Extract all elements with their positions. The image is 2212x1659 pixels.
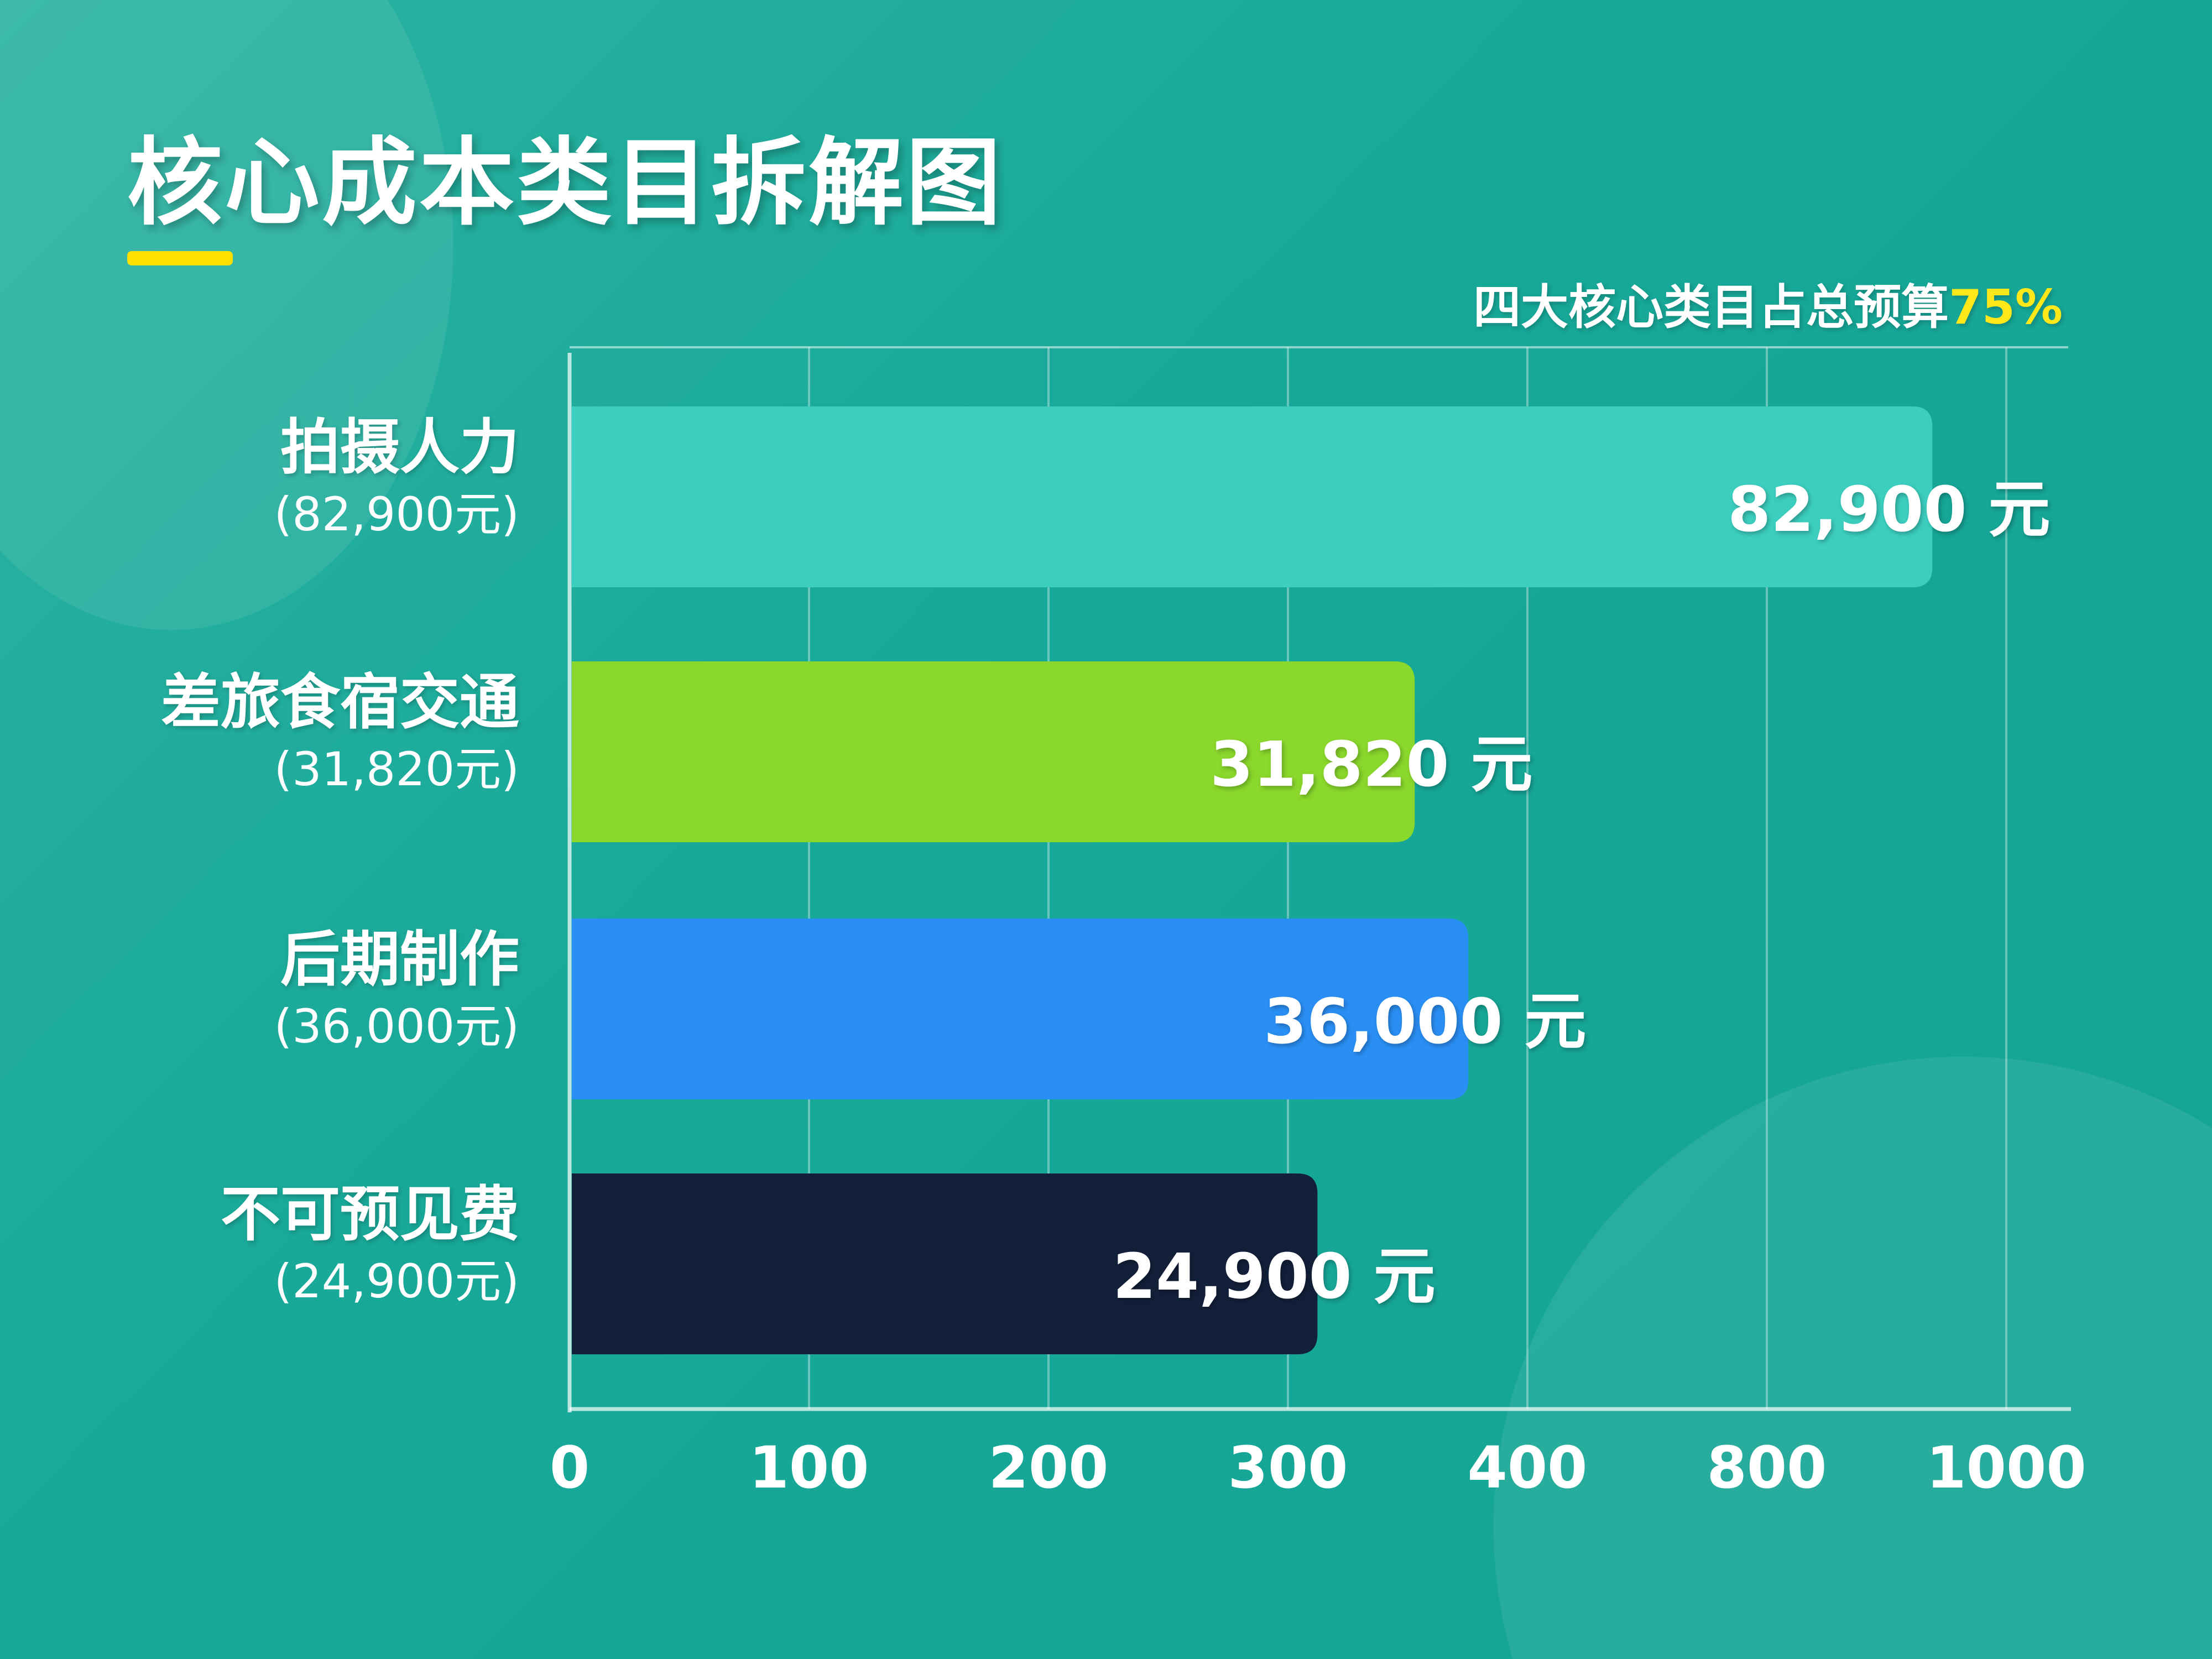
x-tick-label: 300 (1228, 1434, 1348, 1501)
page-title: 核心成本类目拆解图 (127, 127, 1003, 238)
category-label: 差旅食宿交通 (31,820元) (161, 667, 519, 800)
category-name: 后期制作 (280, 925, 519, 994)
subtitle: 四大核心类目占总预算75% (1473, 268, 2063, 337)
bar-value-label: 24,900 元 (1113, 1240, 1436, 1313)
x-tick-label: 1000 (1926, 1434, 2086, 1501)
category-label: 后期制作 (36,000元) (274, 924, 519, 1057)
bar-value-label: 31,820 元 (1210, 728, 1533, 801)
bar-value-label: 36,000 元 (1264, 985, 1587, 1058)
category-amount: (24,900元) (274, 1254, 519, 1308)
bar (572, 406, 1933, 587)
title-underline (127, 251, 233, 265)
x-tick-label: 800 (1707, 1434, 1827, 1501)
category-amount: (82,900元) (274, 487, 519, 541)
category-amount: (31,820元) (274, 742, 519, 796)
bar (572, 661, 1415, 842)
x-tick-label: 200 (988, 1434, 1108, 1501)
category-name: 差旅食宿交通 (160, 668, 519, 737)
x-tick-label: 400 (1467, 1434, 1587, 1501)
subtitle-text: 四大核心类目占总预算 (1473, 280, 1949, 335)
x-tick-label: 100 (749, 1434, 869, 1501)
category-name: 拍摄人力 (280, 413, 519, 482)
category-label: 拍摄人力 (82,900元) (274, 412, 519, 545)
category-label: 不可预见费 (24,900元) (221, 1179, 519, 1312)
category-name: 不可预见费 (220, 1180, 519, 1249)
category-amount: (36,000元) (274, 999, 519, 1053)
bar (572, 1173, 1318, 1354)
bar-value-label: 82,900 元 (1728, 473, 2051, 546)
bar (572, 919, 1469, 1099)
x-tick-label: 0 (550, 1434, 589, 1501)
subtitle-highlight: 75% (1949, 280, 2063, 335)
